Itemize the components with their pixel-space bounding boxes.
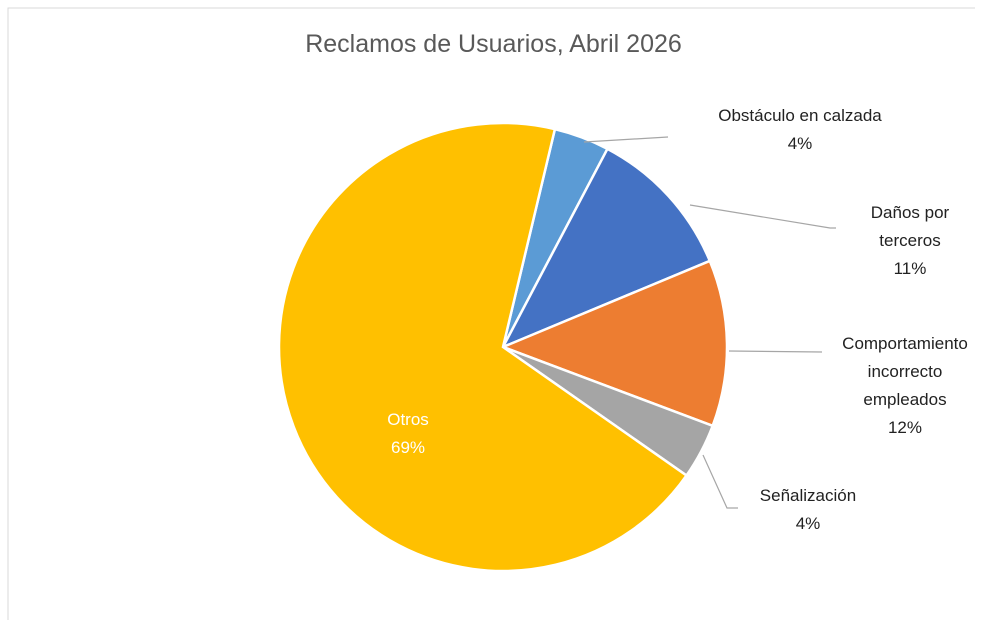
pie-slice (499, 259, 729, 428)
data-label: Otros 69% (387, 406, 429, 462)
leader-line (583, 136, 669, 143)
label-value: 69% (390, 438, 426, 457)
leader-line (728, 350, 823, 353)
label-value: 12% (887, 418, 923, 437)
leader-line (689, 204, 836, 229)
data-label: Señalización 4% (760, 482, 856, 538)
label-value: 4% (787, 134, 813, 153)
label-name: Daños por terceros (870, 203, 950, 250)
label-name: Otros (387, 410, 429, 429)
label-value: 4% (795, 514, 821, 533)
chart-border (7, 7, 975, 620)
data-label: Obstáculo en calzada 4% (718, 102, 882, 158)
chart-title: Reclamos de Usuarios, Abril 2026 (305, 30, 682, 58)
leader-line (702, 454, 738, 509)
data-label: Daños por terceros 11% (860, 199, 960, 283)
label-name: Comportamiento incorrecto empleados (842, 334, 968, 409)
pie-slice (277, 121, 689, 573)
label-value: 11% (893, 259, 927, 278)
label-name: Señalización (759, 486, 857, 505)
pie-slice (500, 147, 712, 350)
label-name: Obstáculo en calzada (718, 106, 882, 125)
data-label: Comportamiento incorrecto empleados 12% (842, 330, 968, 442)
